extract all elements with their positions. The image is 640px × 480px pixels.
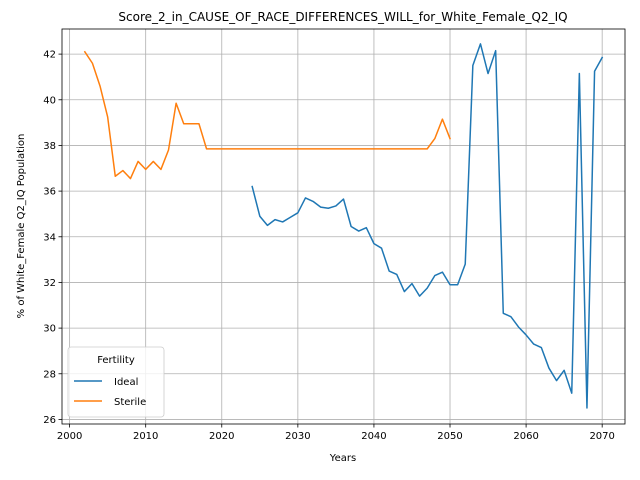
y-tick-label: 40 xyxy=(43,95,56,106)
x-tick-label: 2060 xyxy=(513,431,538,442)
legend-box xyxy=(67,346,165,418)
axis-ticks: 2000 2010 2020 2030 2040 2050 2060 2070 26 28 30 32… xyxy=(43,50,615,442)
y-tick-label: 28 xyxy=(43,369,56,380)
x-tick-label: 2010 xyxy=(133,431,158,442)
y-tick-label: 32 xyxy=(43,278,56,289)
y-tick-label: 30 xyxy=(43,324,56,335)
x-tick-label: 2040 xyxy=(361,431,386,442)
y-axis-label: % of White_Female Q2_IQ Population xyxy=(16,134,27,319)
legend-label-sterile: Sterile xyxy=(114,397,146,408)
chart-title: Score_2_in_CAUSE_OF_RACE_DIFFERENCES_WIL… xyxy=(118,10,567,24)
y-tick-label: 38 xyxy=(43,141,56,152)
x-tick-label: 2020 xyxy=(209,431,234,442)
x-axis-label: Years xyxy=(329,453,356,464)
grid-lines xyxy=(62,29,625,424)
series-lines xyxy=(83,43,604,409)
y-tick-label: 26 xyxy=(43,415,56,426)
series-line-ideal xyxy=(251,43,604,409)
y-tick-label: 36 xyxy=(43,187,56,198)
x-tick-label: 2070 xyxy=(589,431,614,442)
y-tick-label: 34 xyxy=(43,232,56,243)
plot-area-frame xyxy=(61,28,626,425)
legend-title: Fertility xyxy=(97,355,135,366)
series-line-sterile xyxy=(83,50,451,180)
y-tick-label: 42 xyxy=(43,50,56,61)
x-tick-label: 2030 xyxy=(285,431,310,442)
legend-label-ideal: Ideal xyxy=(114,377,138,388)
x-tick-label: 2050 xyxy=(437,431,462,442)
legend: Fertility Ideal Sterile xyxy=(67,346,165,418)
x-tick-label: 2000 xyxy=(57,431,82,442)
